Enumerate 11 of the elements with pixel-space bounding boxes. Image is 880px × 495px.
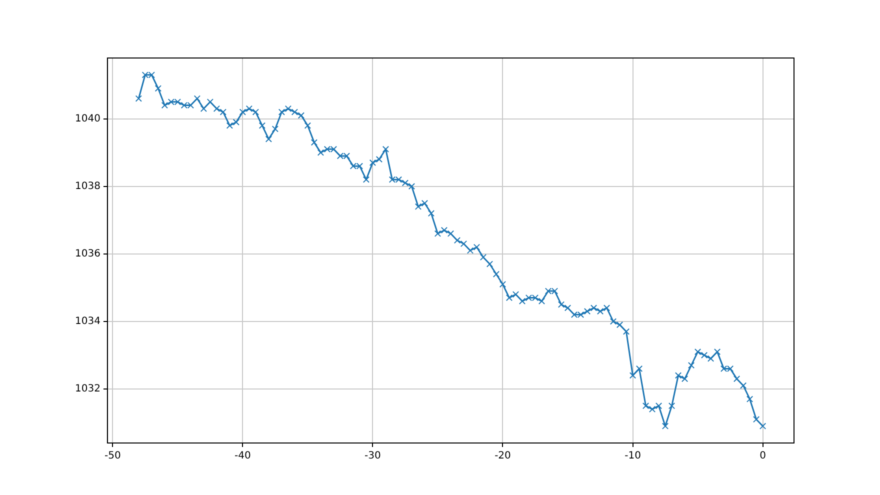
x-tick-label: -50 [104,450,121,462]
y-tick-label: 1034 [74,316,100,328]
x-tick-label: -10 [624,450,641,462]
x-tick-label: -40 [234,450,251,462]
y-tick-label: 1036 [74,248,100,260]
x-tick-label: -20 [494,450,511,462]
y-tick-label: 1032 [74,384,100,395]
x-tick-label: 0 [760,450,766,462]
x-tick-label: -30 [364,450,381,462]
y-tick-label: 1040 [74,113,100,124]
y-tick-label: 1038 [74,180,100,192]
